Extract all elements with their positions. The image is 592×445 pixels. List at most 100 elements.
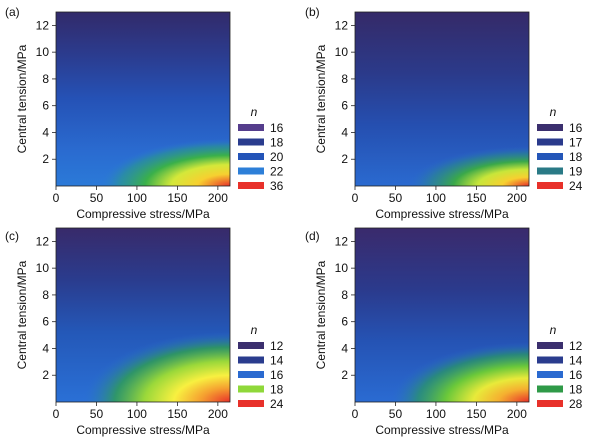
legend-swatch — [537, 153, 563, 160]
legend-swatch — [238, 342, 264, 349]
plot-frame — [55, 227, 231, 403]
legend-swatch — [238, 167, 264, 175]
legend-swatch — [238, 385, 264, 393]
legend-swatch — [238, 371, 264, 378]
legend-swatch — [537, 124, 563, 131]
legend-label: 12 — [270, 339, 284, 353]
panel-a: 0 50 100 150 200 2 4 6 8 10 12 Compressive stress/M… — [5, 5, 284, 221]
legend-label: 18 — [569, 383, 583, 397]
legend-title: n — [251, 323, 258, 337]
panel-label: (a) — [5, 5, 20, 19]
y-tick-label: 4 — [341, 125, 348, 139]
legend-swatch — [537, 138, 563, 146]
x-tick-label: 200 — [507, 191, 527, 205]
y-tick-label: 6 — [42, 315, 49, 329]
x-axis-label: Compressive stress/MPa — [375, 423, 509, 437]
y-tick-label: 8 — [42, 288, 49, 302]
legend-label: 18 — [270, 136, 284, 150]
legend-label: 16 — [569, 121, 583, 135]
x-tick-label: 0 — [352, 407, 359, 421]
legend-label: 22 — [270, 165, 284, 179]
plot-frame — [354, 11, 530, 187]
x-tick-label: 100 — [426, 191, 446, 205]
y-tick-label: 12 — [36, 18, 50, 32]
y-tick-label: 4 — [42, 125, 49, 139]
y-tick-label: 12 — [335, 18, 349, 32]
legend-title: n — [251, 105, 258, 119]
legend-swatch — [238, 356, 264, 364]
legend-swatch — [537, 182, 563, 189]
legend-label: 16 — [270, 368, 284, 382]
contour-high-region — [56, 122, 230, 186]
x-tick-label: 0 — [53, 191, 60, 205]
y-axis-label: Central tension/MPa — [15, 44, 29, 153]
legend-swatch — [238, 138, 264, 146]
y-tick-label: 2 — [42, 152, 49, 166]
y-tick-label: 10 — [36, 45, 50, 59]
contour-high-region — [355, 327, 529, 402]
y-axis-label: Central tension/MPa — [314, 44, 328, 153]
legend-label: 18 — [270, 383, 284, 397]
legend-label: 36 — [270, 179, 284, 193]
legend-swatch — [238, 124, 264, 131]
legend-label: 20 — [270, 150, 284, 164]
x-tick-label: 100 — [127, 191, 147, 205]
x-tick-label: 200 — [208, 191, 228, 205]
x-tick-label: 200 — [208, 407, 228, 421]
legend-swatch — [238, 182, 264, 189]
legend-swatch — [537, 167, 563, 175]
x-tick-label: 0 — [352, 191, 359, 205]
y-tick-label: 12 — [335, 234, 349, 248]
x-axis-label: Compressive stress/MPa — [375, 207, 509, 221]
y-tick-label: 2 — [341, 368, 348, 382]
y-tick-label: 8 — [341, 72, 348, 86]
legend-label: 14 — [270, 354, 284, 368]
y-tick-label: 2 — [42, 368, 49, 382]
panel-label: (c) — [5, 229, 19, 243]
y-tick-label: 6 — [42, 99, 49, 113]
x-tick-label: 200 — [507, 407, 527, 421]
legend-label: 12 — [569, 339, 583, 353]
x-axis-label: Compressive stress/MPa — [76, 423, 210, 437]
legend-swatch — [238, 400, 264, 407]
x-tick-label: 150 — [167, 407, 187, 421]
legend-label: 24 — [569, 179, 583, 193]
legend-label: 19 — [569, 165, 583, 179]
panel-label: (b) — [305, 5, 320, 19]
legend-swatch — [537, 342, 563, 349]
y-tick-label: 8 — [42, 72, 49, 86]
x-tick-label: 0 — [53, 407, 60, 421]
contour-high-region — [355, 129, 529, 186]
y-tick-label: 6 — [341, 99, 348, 113]
panel-label: (d) — [305, 229, 320, 243]
legend-title: n — [550, 105, 557, 119]
y-tick-label: 4 — [42, 341, 49, 355]
legend-title: n — [550, 323, 557, 337]
panel-d: 0 50 100 150 200 2 4 6 8 10 12 Compressive stress/M… — [305, 227, 583, 437]
plot-frame — [354, 227, 530, 403]
y-axis-label: Central tension/MPa — [15, 260, 29, 369]
x-tick-label: 50 — [389, 407, 403, 421]
x-tick-label: 100 — [127, 407, 147, 421]
legend-swatch — [537, 385, 563, 393]
x-axis-label: Compressive stress/MPa — [76, 207, 210, 221]
plot-frame — [55, 11, 231, 187]
x-tick-label: 50 — [389, 191, 403, 205]
legend-swatch — [537, 400, 563, 407]
x-tick-label: 150 — [167, 191, 187, 205]
y-tick-label: 12 — [36, 234, 50, 248]
y-tick-label: 6 — [341, 315, 348, 329]
legend-label: 17 — [569, 136, 583, 150]
x-tick-label: 50 — [90, 191, 104, 205]
x-tick-label: 50 — [90, 407, 104, 421]
contour-high-region — [56, 319, 230, 402]
x-tick-label: 150 — [466, 407, 486, 421]
legend-label: 14 — [569, 354, 583, 368]
